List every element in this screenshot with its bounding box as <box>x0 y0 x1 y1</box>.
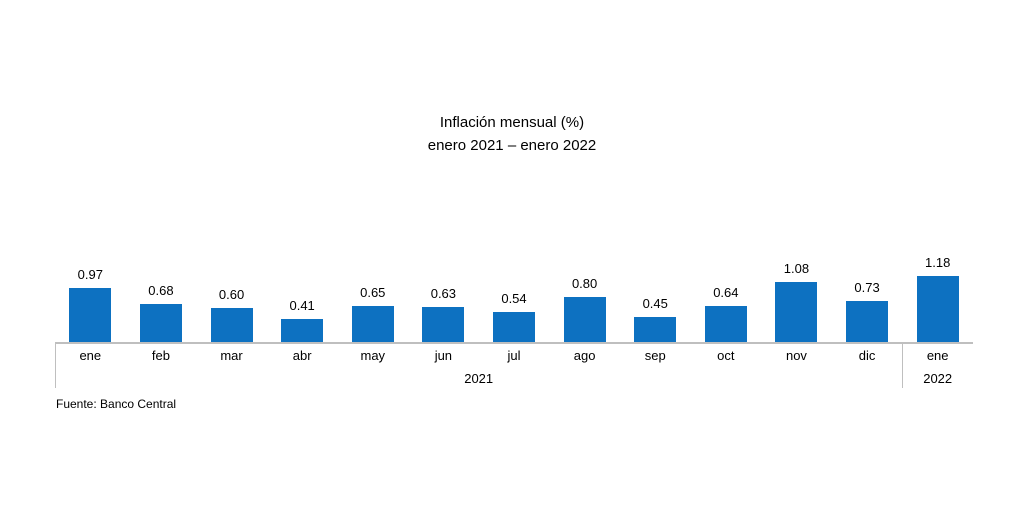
category-label: dic <box>858 348 876 363</box>
axis-group-tick <box>902 342 903 388</box>
bar-value-label: 0.54 <box>501 291 527 306</box>
bar <box>210 308 253 342</box>
bar <box>704 306 747 342</box>
x-axis-line <box>55 342 973 344</box>
bar <box>422 307 465 342</box>
bar <box>281 319 324 342</box>
bar <box>634 317 677 342</box>
category-label: jun <box>434 348 453 363</box>
bar <box>846 301 889 342</box>
bar <box>916 276 959 342</box>
chart-title-line2: enero 2021 – enero 2022 <box>427 137 597 154</box>
category-label: ago <box>573 348 596 363</box>
chart-title: Inflación mensual (%) enero 2021 – enero… <box>0 111 1024 157</box>
bar-value-label: 0.97 <box>77 267 103 282</box>
bar-value-label: 0.63 <box>430 286 457 301</box>
category-label: ene <box>79 348 102 363</box>
category-label: oct <box>717 348 735 363</box>
bar-value-label: 0.80 <box>571 276 598 291</box>
bar-value-label: 0.45 <box>642 296 668 311</box>
source-note: Fuente: Banco Central <box>56 397 177 411</box>
bar-value-label: 0.41 <box>289 298 315 313</box>
bar-value-label: 0.65 <box>360 285 386 300</box>
category-label: abr <box>292 348 312 363</box>
bar-value-label: 0.68 <box>148 283 174 298</box>
bar-value-label: 1.08 <box>783 261 810 276</box>
bar-value-label: 0.64 <box>713 285 739 300</box>
bar-value-label: 0.60 <box>218 287 245 302</box>
year-label: 2021 <box>464 371 494 386</box>
bar <box>139 304 182 342</box>
bar-value-label: 1.18 <box>925 255 951 270</box>
bar <box>563 297 606 342</box>
chart-title-line1: Inflación mensual (%) <box>439 114 585 131</box>
category-label: sep <box>644 348 666 363</box>
category-label: feb <box>151 348 170 363</box>
bar <box>351 306 394 342</box>
bar <box>69 288 112 342</box>
category-label: nov <box>785 348 807 363</box>
bar <box>493 312 535 342</box>
year-label: 2022 <box>923 371 953 386</box>
axis-group-tick <box>55 342 56 388</box>
bar <box>775 282 818 342</box>
category-label: may <box>360 348 386 363</box>
category-label: mar <box>220 348 243 363</box>
category-label: ene <box>926 348 949 363</box>
category-label: jul <box>507 348 521 363</box>
bar-value-label: 0.73 <box>854 280 880 295</box>
